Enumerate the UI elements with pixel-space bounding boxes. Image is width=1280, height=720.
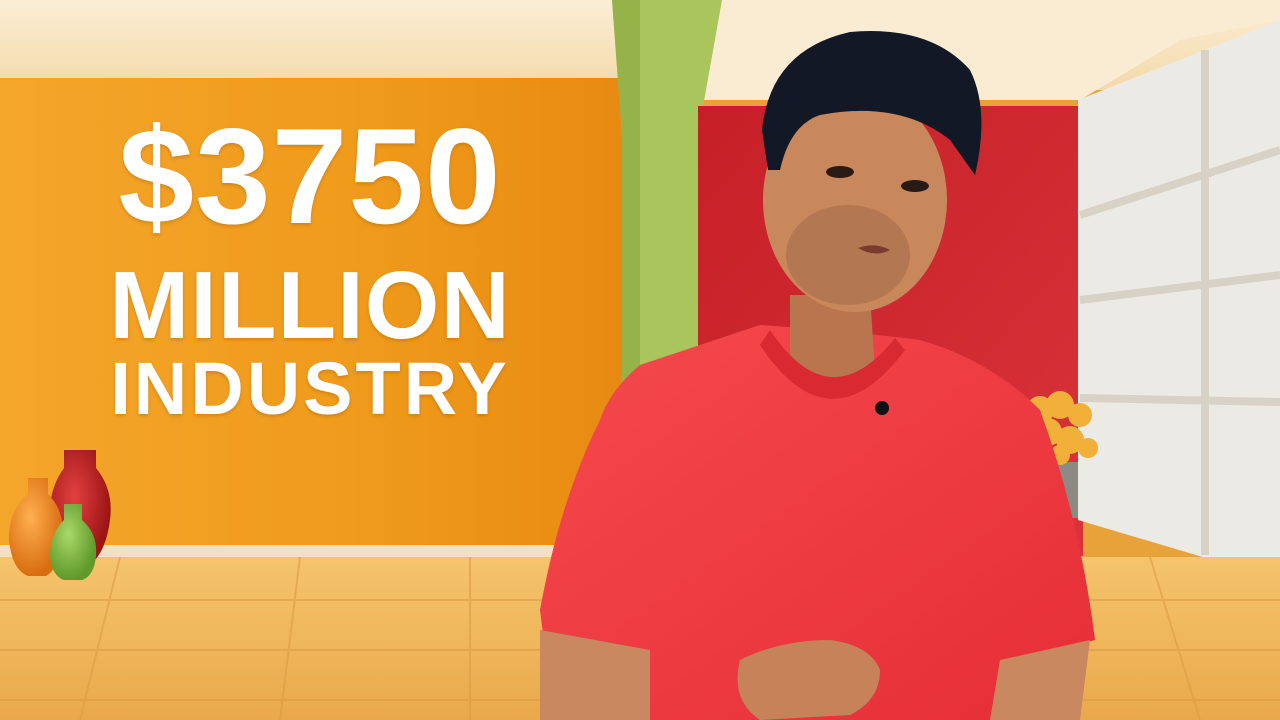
right-arm [990, 640, 1090, 720]
headline-amount: $3750 [118, 100, 502, 252]
face [763, 88, 947, 312]
window-wall [1078, 20, 1280, 580]
presenter [540, 31, 1095, 720]
red-shirt [540, 325, 1095, 720]
orange-vase [8, 478, 63, 576]
vases [8, 450, 111, 580]
hair [762, 31, 982, 175]
headline-subject: INDUSTRY [110, 347, 510, 430]
green-vase [50, 504, 97, 580]
left-arm [540, 630, 650, 720]
orange-wall [0, 78, 625, 553]
hands [737, 640, 880, 720]
headline-unit: MILLION [109, 252, 511, 359]
